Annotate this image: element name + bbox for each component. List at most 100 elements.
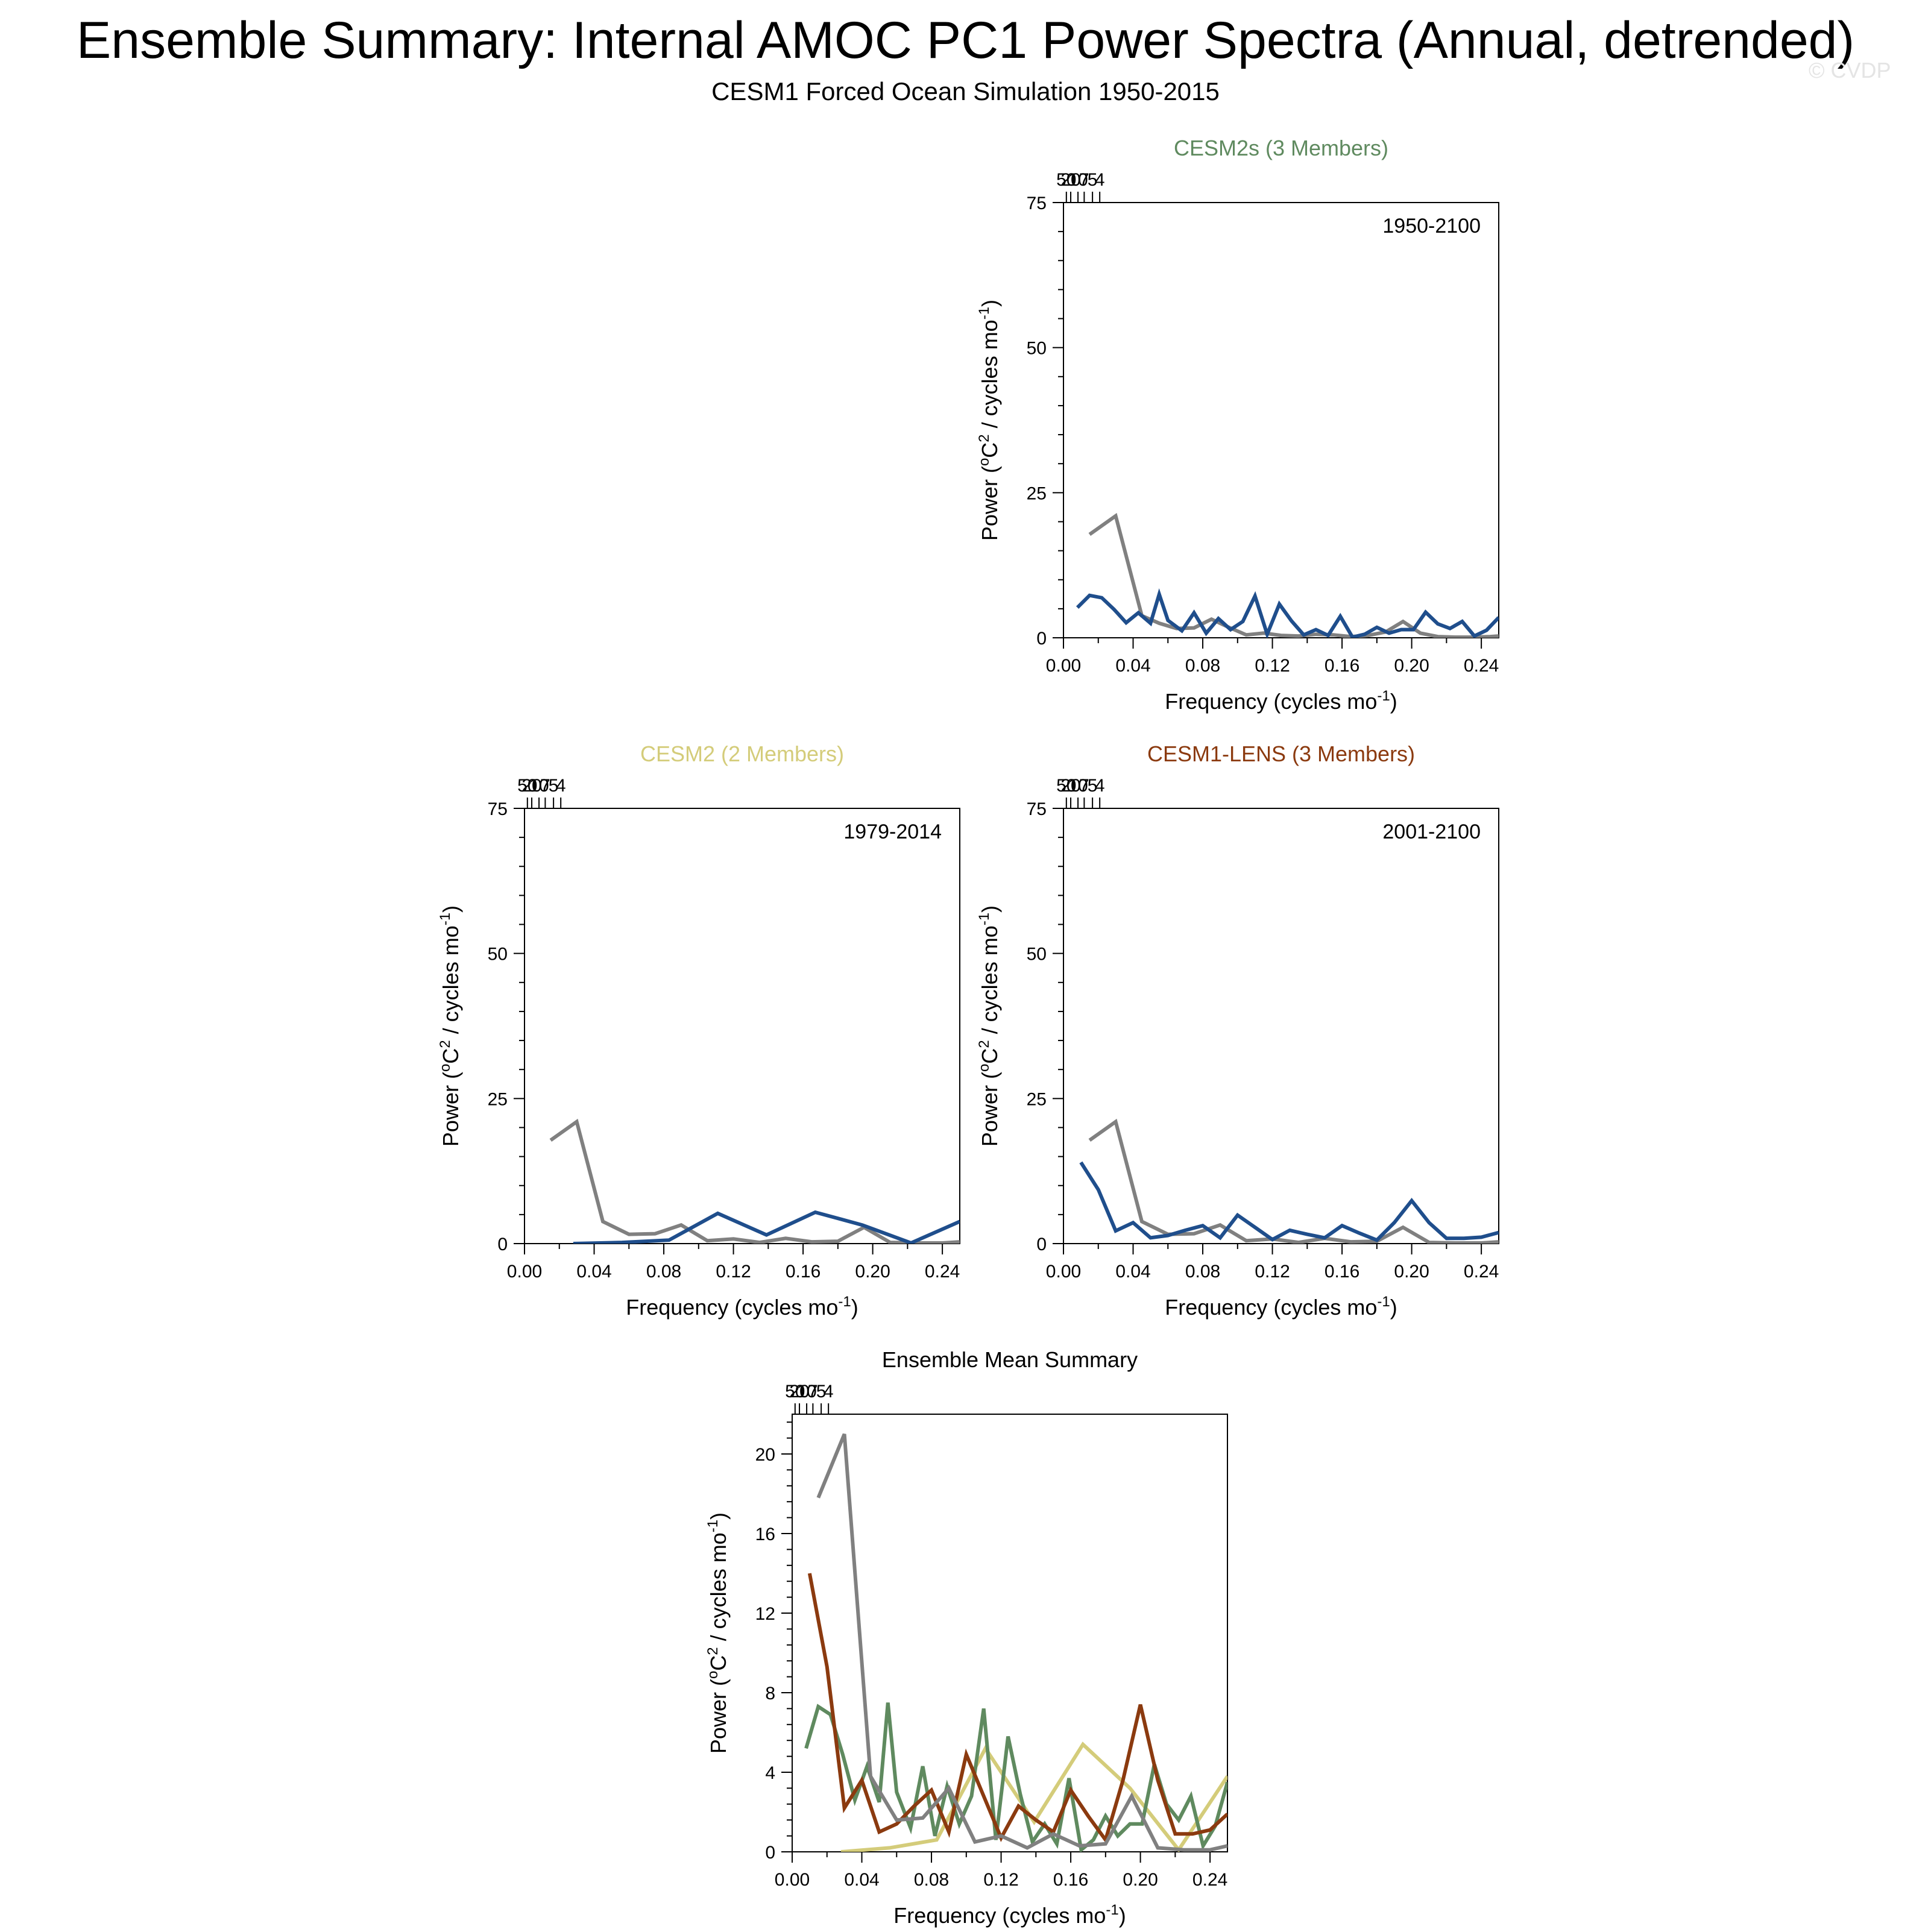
x-tick-label: 0.16 — [1325, 656, 1359, 676]
y-axis-label: Power (oC2 / cycles mo-1) — [705, 1512, 731, 1754]
series-line-obs — [1088, 1118, 1499, 1244]
x-tick-label: 0.08 — [1185, 1262, 1220, 1282]
figure-subtitle: CESM1 Forced Ocean Simulation 1950-2015 — [711, 77, 1220, 105]
x-axis-label: Frequency (cycles mo-1) — [893, 1902, 1126, 1928]
series-line-ensemble_mean_line — [1079, 1161, 1499, 1242]
x-tick-label: 0.00 — [1046, 1262, 1081, 1282]
x-tick-label: 0.12 — [983, 1870, 1018, 1890]
y-tick-label: 0 — [1036, 1235, 1047, 1254]
period-tick-label: 4 — [1095, 776, 1105, 796]
plot-frame — [1063, 202, 1499, 638]
y-tick-label: 50 — [1027, 945, 1047, 964]
period-tick-label: 5 — [816, 1382, 827, 1402]
period-tick-label: 4 — [824, 1382, 834, 1402]
x-tick-label: 0.04 — [1115, 656, 1150, 676]
period-tick-label: 20 — [521, 776, 541, 796]
x-tick-label: 0.00 — [1046, 656, 1081, 676]
x-tick-label: 0.12 — [716, 1262, 751, 1282]
x-axis-label: Frequency (cycles mo-1) — [1165, 1294, 1397, 1320]
y-tick-label: 25 — [488, 1089, 508, 1109]
y-tick-label: 0 — [1036, 629, 1047, 649]
panel-title: CESM2s (3 Members) — [1174, 136, 1388, 160]
y-axis-label: Power (oC2 / cycles mo-1) — [976, 905, 1002, 1147]
period-tick-label: 50 — [1056, 170, 1076, 190]
x-tick-label: 0.20 — [1394, 656, 1429, 676]
watermark: © CVDP — [1809, 58, 1891, 83]
x-tick-label: 0.08 — [646, 1262, 681, 1282]
x-tick-label: 0.20 — [1394, 1262, 1429, 1282]
y-tick-label: 50 — [488, 945, 508, 964]
panel-cesm2: 0.00 0.04 0.08 0.12 0.16 0.20 0.24025507550201… — [437, 741, 960, 1320]
period-tick-label: 4 — [556, 776, 566, 796]
x-tick-label: 0.20 — [1123, 1870, 1158, 1890]
period-tick-label: 50 — [785, 1382, 805, 1402]
x-tick-label: 0.00 — [507, 1262, 542, 1282]
y-tick-label: 25 — [1027, 483, 1047, 503]
period-label: 1950-2100 — [1382, 215, 1481, 238]
period-label: 2001-2100 — [1382, 820, 1481, 843]
y-tick-label: 4 — [765, 1763, 775, 1783]
y-axis-label: Power (oC2 / cycles mo-1) — [437, 905, 463, 1147]
x-tick-label: 0.08 — [1185, 656, 1220, 676]
x-tick-label: 0.00 — [775, 1870, 810, 1890]
series-line-obs — [549, 1118, 960, 1244]
series-line-ensemble_mean_line — [1076, 588, 1499, 638]
x-axis-label: Frequency (cycles mo-1) — [626, 1294, 858, 1320]
panel-cesm1-lens: 0.00 0.04 0.08 0.12 0.16 0.20 0.24025507550201… — [976, 741, 1499, 1320]
y-tick-label: 75 — [488, 799, 508, 819]
period-tick-label: 5 — [1088, 170, 1098, 190]
period-tick-label: 7 — [1079, 170, 1089, 190]
y-tick-label: 50 — [1027, 339, 1047, 359]
y-axis-label: Power (oC2 / cycles mo-1) — [976, 300, 1002, 541]
y-tick-label: 75 — [1027, 194, 1047, 213]
y-tick-label: 12 — [755, 1604, 775, 1624]
x-tick-label: 0.24 — [925, 1262, 960, 1282]
y-tick-label: 25 — [1027, 1089, 1047, 1109]
period-tick-label: 5 — [549, 776, 559, 796]
period-label: 1979-2014 — [843, 820, 942, 843]
panel-cesm2s: 0.00 0.04 0.08 0.12 0.16 0.20 0.24025507550201… — [976, 136, 1499, 714]
panel-title: Ensemble Mean Summary — [882, 1347, 1138, 1372]
period-tick-label: 10 — [1068, 170, 1088, 190]
series-line-cesm1-lens — [807, 1573, 1227, 1844]
x-tick-label: 0.04 — [1115, 1262, 1150, 1282]
x-tick-label: 0.16 — [786, 1262, 821, 1282]
period-tick-label: 4 — [1095, 170, 1105, 190]
x-tick-label: 0.04 — [844, 1870, 879, 1890]
y-tick-label: 75 — [1027, 799, 1047, 819]
x-tick-label: 0.16 — [1053, 1870, 1088, 1890]
period-tick-label: 7 — [808, 1382, 818, 1402]
y-tick-label: 20 — [755, 1445, 775, 1465]
period-tick-label: 20 — [1060, 776, 1080, 796]
period-tick-label: 5 — [1088, 776, 1098, 796]
x-tick-label: 0.16 — [1325, 1262, 1359, 1282]
series-line-cesm2 — [840, 1742, 1227, 1852]
x-tick-label: 0.12 — [1255, 656, 1290, 676]
period-tick-label: 7 — [540, 776, 550, 796]
period-tick-label: 50 — [517, 776, 537, 796]
series-line-ensemble_mean_line — [573, 1210, 960, 1244]
period-tick-label: 50 — [1056, 776, 1076, 796]
period-tick-label: 10 — [529, 776, 549, 796]
x-tick-label: 0.24 — [1192, 1870, 1227, 1890]
period-tick-label: 10 — [1068, 776, 1088, 796]
x-axis-label: Frequency (cycles mo-1) — [1165, 688, 1397, 714]
panel-ensemble-mean: 0.00 0.04 0.08 0.12 0.16 0.20 0.24048121620502… — [705, 1347, 1228, 1928]
x-tick-label: 0.04 — [576, 1262, 611, 1282]
y-tick-label: 0 — [765, 1843, 775, 1863]
series-line-obs — [816, 1433, 1227, 1852]
x-tick-label: 0.20 — [855, 1262, 890, 1282]
plot-frame — [792, 1414, 1228, 1852]
period-tick-label: 20 — [1060, 170, 1080, 190]
x-tick-label: 0.24 — [1464, 656, 1499, 676]
period-tick-label: 20 — [789, 1382, 809, 1402]
x-tick-label: 0.24 — [1464, 1262, 1499, 1282]
plot-frame — [1063, 808, 1499, 1244]
y-tick-label: 16 — [755, 1525, 775, 1544]
panel-title: CESM1-LENS (3 Members) — [1147, 741, 1415, 766]
y-tick-label: 0 — [497, 1235, 508, 1254]
y-tick-label: 8 — [765, 1684, 775, 1704]
figure-title: Ensemble Summary: Internal AMOC PC1 Powe… — [76, 11, 1855, 69]
x-tick-label: 0.08 — [914, 1870, 949, 1890]
